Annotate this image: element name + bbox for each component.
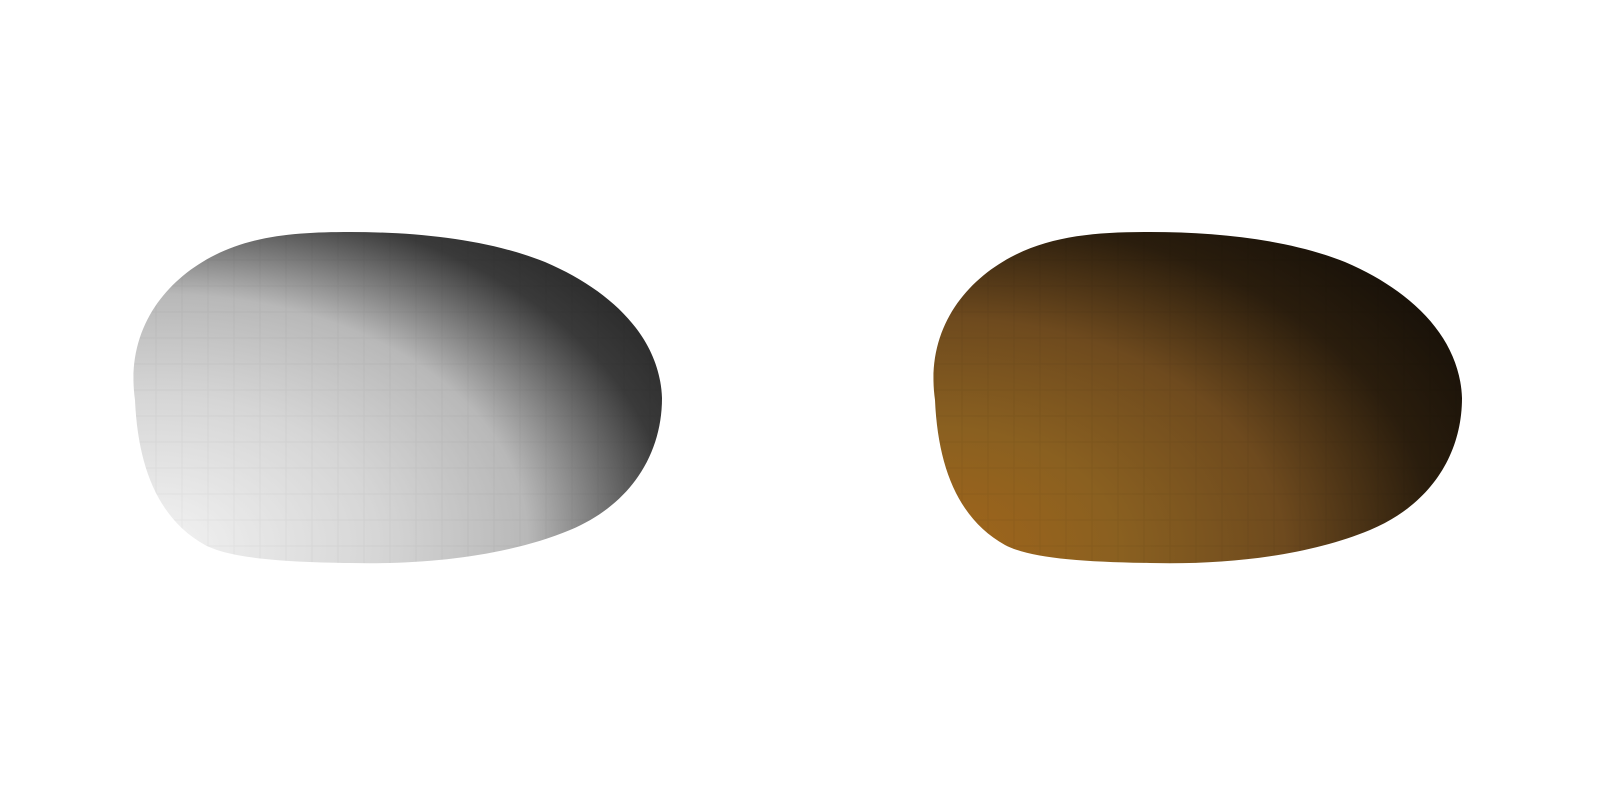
- grayscale-ellipsoid: [133, 232, 662, 564]
